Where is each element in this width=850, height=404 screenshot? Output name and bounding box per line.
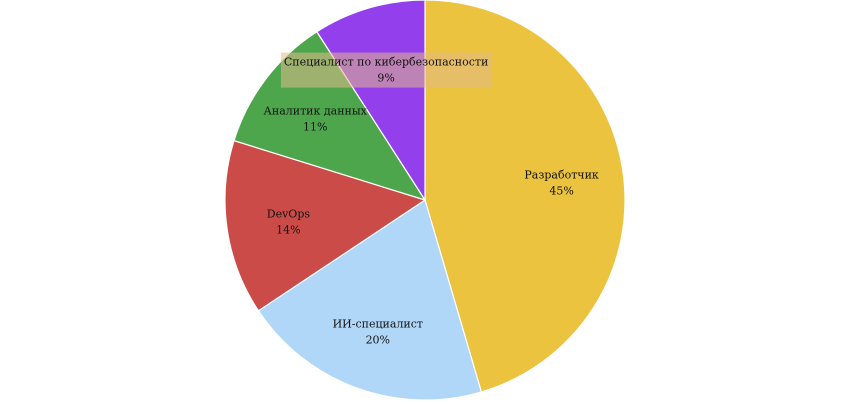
- slice-label-group-1: ИИ-специалист 20%: [333, 318, 423, 347]
- slice-label-2: DevOps: [267, 208, 311, 221]
- slice-value-label-2: 14%: [276, 224, 300, 237]
- slice-value-label-0: 45%: [549, 184, 573, 197]
- slice-value-label-1: 20%: [366, 334, 390, 347]
- slices-layer: [224, 0, 626, 401]
- slice-label-group-4: Специалист по кибербезопасности 9%: [280, 52, 492, 88]
- slice-value-label-3: 11%: [303, 120, 327, 133]
- slice-label-box-4: [280, 52, 492, 88]
- slice-label-group-0: Разработчик 45%: [524, 168, 598, 197]
- slice-label-group-3: Аналитик данных 11%: [264, 104, 368, 133]
- slice-label-group-2: DevOps 14%: [267, 208, 311, 237]
- pie-slice-2: [224, 139, 427, 312]
- slice-label-3: Аналитик данных: [264, 104, 368, 117]
- slice-label-4: Специалист по кибербезопасности: [284, 56, 488, 69]
- slice-label-1: ИИ-специалист: [333, 318, 423, 331]
- pie-slice-1: [257, 199, 483, 401]
- slice-value-label-4: 9%: [377, 72, 394, 85]
- labels-layer: Разработчик 45% ИИ-специалист 20% DevOps 14% А…: [264, 52, 599, 347]
- pie-slice-0: [424, 0, 626, 393]
- slice-label-0: Разработчик: [524, 168, 598, 181]
- pie-slice-4: [316, 0, 426, 203]
